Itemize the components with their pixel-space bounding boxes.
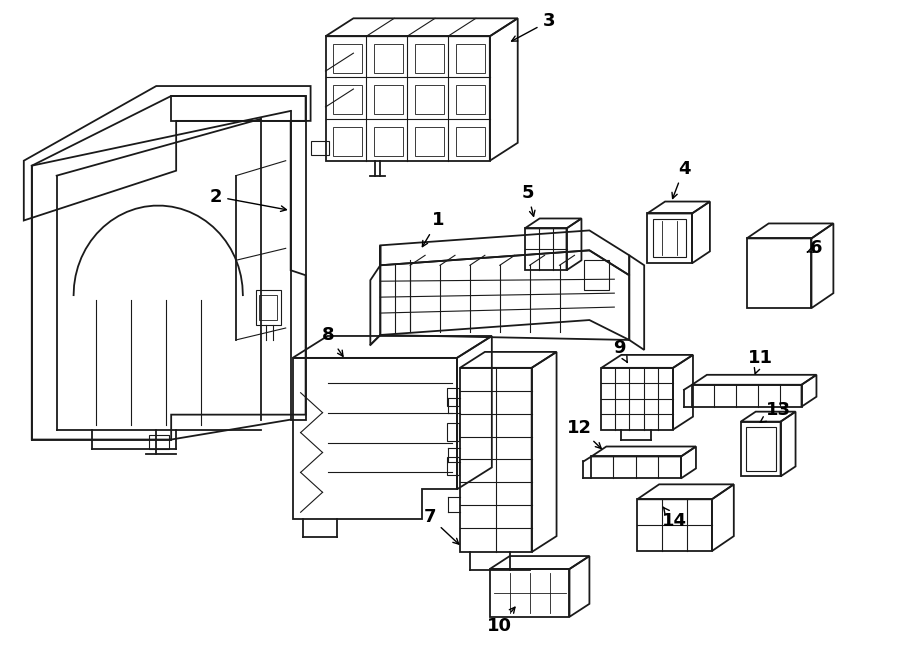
- Text: 12: 12: [567, 418, 601, 449]
- Text: 13: 13: [760, 401, 791, 422]
- Bar: [310, 141, 328, 155]
- Bar: [149, 434, 169, 449]
- Bar: [334, 85, 363, 114]
- Text: 8: 8: [322, 326, 343, 356]
- Bar: [415, 44, 444, 73]
- Bar: [415, 85, 444, 114]
- Text: 5: 5: [521, 184, 535, 216]
- Bar: [584, 260, 609, 290]
- Bar: [456, 85, 485, 114]
- Bar: [374, 44, 403, 73]
- Text: 3: 3: [511, 13, 554, 41]
- Bar: [334, 44, 363, 73]
- Text: 11: 11: [748, 349, 773, 373]
- Bar: [415, 127, 444, 156]
- Text: 6: 6: [807, 239, 823, 257]
- Bar: [447, 457, 459, 475]
- Bar: [456, 44, 485, 73]
- Bar: [259, 295, 276, 320]
- Text: 9: 9: [613, 339, 627, 362]
- Text: 1: 1: [422, 212, 445, 247]
- Bar: [334, 127, 363, 156]
- Bar: [256, 290, 281, 325]
- Bar: [374, 127, 403, 156]
- Text: 4: 4: [672, 160, 690, 198]
- Text: 2: 2: [210, 188, 286, 212]
- Text: 10: 10: [487, 607, 515, 635]
- Bar: [447, 422, 459, 440]
- Bar: [374, 85, 403, 114]
- Text: 7: 7: [424, 508, 459, 544]
- Bar: [746, 426, 776, 471]
- Bar: [653, 219, 686, 257]
- Bar: [456, 127, 485, 156]
- Text: 14: 14: [662, 507, 687, 530]
- Bar: [447, 388, 459, 406]
